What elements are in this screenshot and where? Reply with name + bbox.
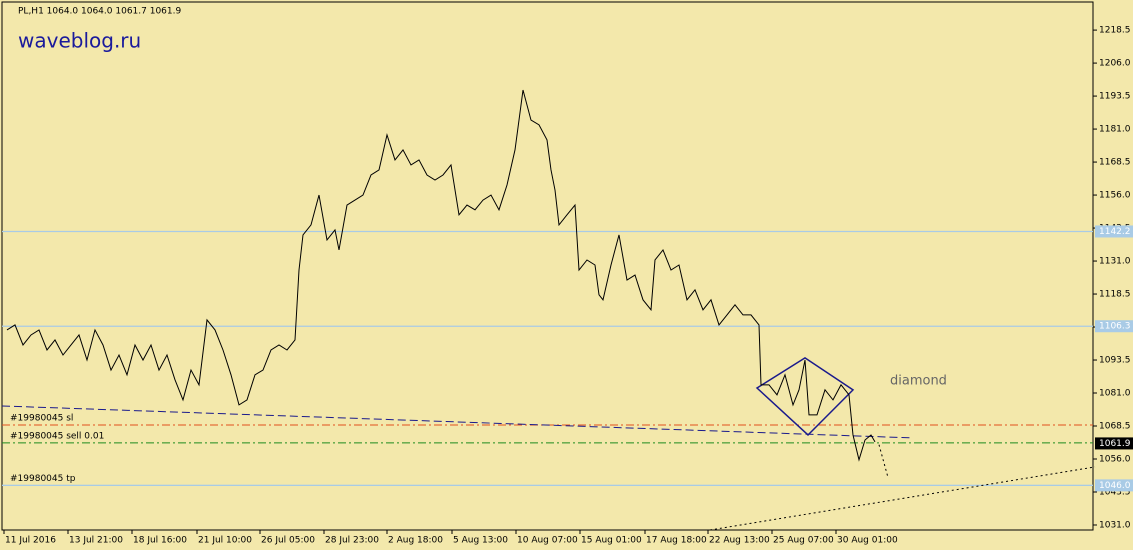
y-tick-label: 1056.0 bbox=[1099, 454, 1131, 464]
watermark: waveblog.ru bbox=[18, 29, 141, 53]
x-tick-label: 28 Jul 23:00 bbox=[325, 536, 379, 546]
x-tick-label: 13 Jul 21:00 bbox=[69, 536, 123, 546]
x-tick-label: 10 Aug 07:00 bbox=[517, 536, 578, 546]
x-tick-label: 26 Jul 05:00 bbox=[261, 536, 315, 546]
level-label: 1106.3 bbox=[1099, 322, 1131, 332]
y-tick-label: 1093.5 bbox=[1099, 356, 1131, 366]
y-tick-label: 1181.0 bbox=[1099, 125, 1131, 135]
y-tick-label: 1043.5 bbox=[1099, 487, 1131, 497]
y-tick-label: 1168.5 bbox=[1099, 158, 1131, 168]
y-tick-label: 1218.5 bbox=[1099, 26, 1131, 36]
order-label: #19980045 sl bbox=[10, 413, 73, 423]
chart-title: PL,H1 1064.0 1064.0 1061.7 1061.9 bbox=[18, 7, 181, 17]
trendline bbox=[878, 444, 889, 478]
x-tick-label: 11 Jul 2016 bbox=[5, 536, 56, 546]
x-tick-label: 15 Aug 01:00 bbox=[581, 536, 642, 546]
y-tick-label: 1031.0 bbox=[1099, 520, 1131, 530]
last-price-label: 1061.9 bbox=[1099, 439, 1131, 449]
order-label: #19980045 tp bbox=[10, 474, 76, 484]
x-tick-label: 25 Aug 07:00 bbox=[773, 536, 834, 546]
last-price-box bbox=[1095, 437, 1133, 450]
x-tick-label: 21 Jul 10:00 bbox=[198, 536, 252, 546]
level-label-box bbox=[1095, 320, 1133, 333]
x-tick-label: 5 Aug 13:00 bbox=[453, 536, 508, 546]
y-tick-label: 1131.0 bbox=[1099, 257, 1131, 267]
x-tick-label: 30 Aug 01:00 bbox=[837, 536, 898, 546]
y-tick-label: 1193.5 bbox=[1099, 92, 1131, 102]
level-label-box bbox=[1095, 479, 1133, 492]
x-tick-label: 2 Aug 18:00 bbox=[388, 536, 443, 546]
y-tick-label: 1206.0 bbox=[1099, 59, 1131, 69]
price-line bbox=[6, 89, 876, 462]
x-tick-label: 18 Jul 16:00 bbox=[133, 536, 187, 546]
y-tick-label: 1068.5 bbox=[1099, 422, 1131, 432]
level-label: 1046.0 bbox=[1099, 481, 1131, 491]
plot-frame bbox=[1, 1, 1094, 531]
x-tick-label: 17 Aug 18:00 bbox=[646, 536, 707, 546]
level-label: 1142.2 bbox=[1099, 227, 1131, 237]
x-tick-label: 22 Aug 13:00 bbox=[709, 536, 770, 546]
trendline bbox=[709, 466, 1096, 531]
level-label-box bbox=[1095, 225, 1133, 238]
trendline bbox=[1, 405, 913, 439]
y-tick-label: 1118.5 bbox=[1099, 290, 1131, 300]
annotation: diamond bbox=[890, 374, 947, 389]
order-label: #19980045 sell 0.01 bbox=[10, 431, 104, 441]
diamond-shape bbox=[755, 357, 855, 437]
y-tick-label: 1081.0 bbox=[1099, 389, 1131, 399]
y-tick-label: 1156.0 bbox=[1099, 191, 1131, 201]
